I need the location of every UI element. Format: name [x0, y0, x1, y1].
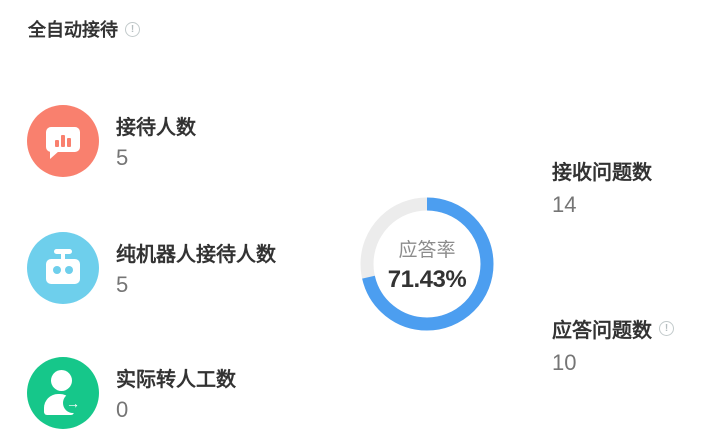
stat-value: 10 — [552, 350, 577, 375]
stat-row-reception: 接待人数 5 — [27, 105, 196, 177]
stat-value: 0 — [116, 397, 129, 422]
response-rate-arc — [360, 197, 494, 331]
stat-label: 应答问题数 — [552, 320, 652, 342]
donut-svg[interactable] — [357, 194, 497, 334]
info-icon[interactable]: ! — [125, 21, 140, 37]
response-rate-donut: 应答率 71.43% — [357, 194, 497, 334]
stat-received-questions: 接收问题数 14 — [552, 156, 652, 218]
stat-label: 接待人数 — [116, 117, 196, 139]
info-icon[interactable]: ! — [659, 321, 674, 336]
panel-header: 全自动接待 ! — [28, 16, 140, 42]
stat-value: 5 — [116, 145, 129, 170]
stat-value: 5 — [116, 272, 129, 297]
donut-center: 应答率 71.43% — [357, 194, 497, 334]
stat-value: 14 — [552, 192, 577, 217]
stat-label: 实际转人工数 — [116, 369, 236, 391]
stat-row-transfer: → 实际转人工数 0 — [27, 357, 236, 429]
stat-answered-questions: 应答问题数 ! 10 — [552, 314, 674, 376]
stat-label: 接收问题数 — [552, 162, 652, 184]
stat-row-robot: 纯机器人接待人数 5 — [27, 232, 276, 304]
speech-bubble — [46, 127, 80, 159]
response-rate-value: 71.43% — [387, 265, 467, 293]
arrow-right-icon: → — [66, 395, 80, 411]
robot-icon — [27, 232, 99, 304]
stat-label: 纯机器人接待人数 — [116, 244, 276, 266]
person-arrow-icon: → — [27, 357, 99, 429]
page-title: 全自动接待 — [28, 20, 118, 40]
response-rate-label: 应答率 — [398, 239, 456, 261]
chat-bar-chart-icon — [27, 105, 99, 177]
